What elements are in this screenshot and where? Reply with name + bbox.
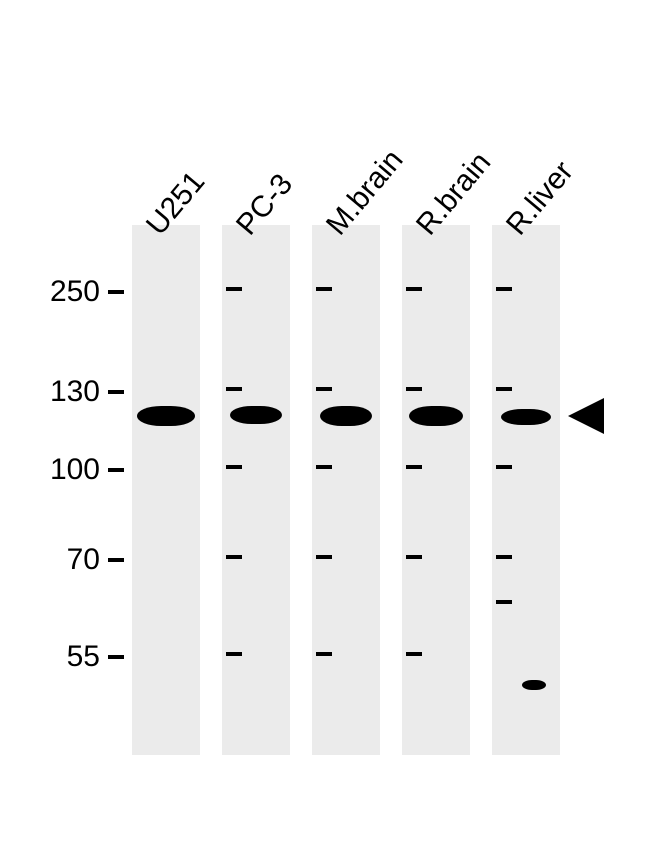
ladder-tick <box>406 652 422 656</box>
lane <box>402 225 470 755</box>
mw-tick <box>108 558 124 562</box>
lane <box>132 225 200 755</box>
mw-label: 250 <box>30 275 100 309</box>
mw-label: 70 <box>30 543 100 577</box>
mw-label: 55 <box>30 640 100 674</box>
western-blot-figure: 250 130 100 70 55 U251 PC-3 M.brain R.br… <box>0 0 650 850</box>
mw-label: 100 <box>30 453 100 487</box>
ladder-tick <box>316 287 332 291</box>
ladder-tick <box>226 287 242 291</box>
ladder-tick <box>316 652 332 656</box>
lane <box>222 225 290 755</box>
lane <box>312 225 380 755</box>
mw-tick <box>108 390 124 394</box>
protein-band <box>320 406 372 426</box>
mw-tick <box>108 655 124 659</box>
ladder-tick <box>496 465 512 469</box>
mw-label: 130 <box>30 375 100 409</box>
ladder-tick <box>406 465 422 469</box>
ladder-tick <box>496 387 512 391</box>
lane <box>492 225 560 755</box>
mw-tick <box>108 290 124 294</box>
ladder-tick <box>226 555 242 559</box>
ladder-tick <box>496 555 512 559</box>
protein-band <box>409 406 463 426</box>
ladder-tick <box>316 555 332 559</box>
mw-tick <box>108 468 124 472</box>
ladder-tick <box>496 600 512 604</box>
target-arrow-icon <box>568 398 604 434</box>
ladder-tick <box>226 465 242 469</box>
ladder-tick <box>406 387 422 391</box>
protein-band <box>137 406 195 426</box>
ladder-tick <box>406 555 422 559</box>
ladder-tick <box>406 287 422 291</box>
ladder-tick <box>226 652 242 656</box>
protein-band <box>230 406 282 424</box>
ladder-tick <box>496 287 512 291</box>
protein-band <box>501 409 551 425</box>
ladder-tick <box>316 465 332 469</box>
ladder-tick <box>226 387 242 391</box>
ladder-tick <box>316 387 332 391</box>
protein-band <box>522 680 546 690</box>
